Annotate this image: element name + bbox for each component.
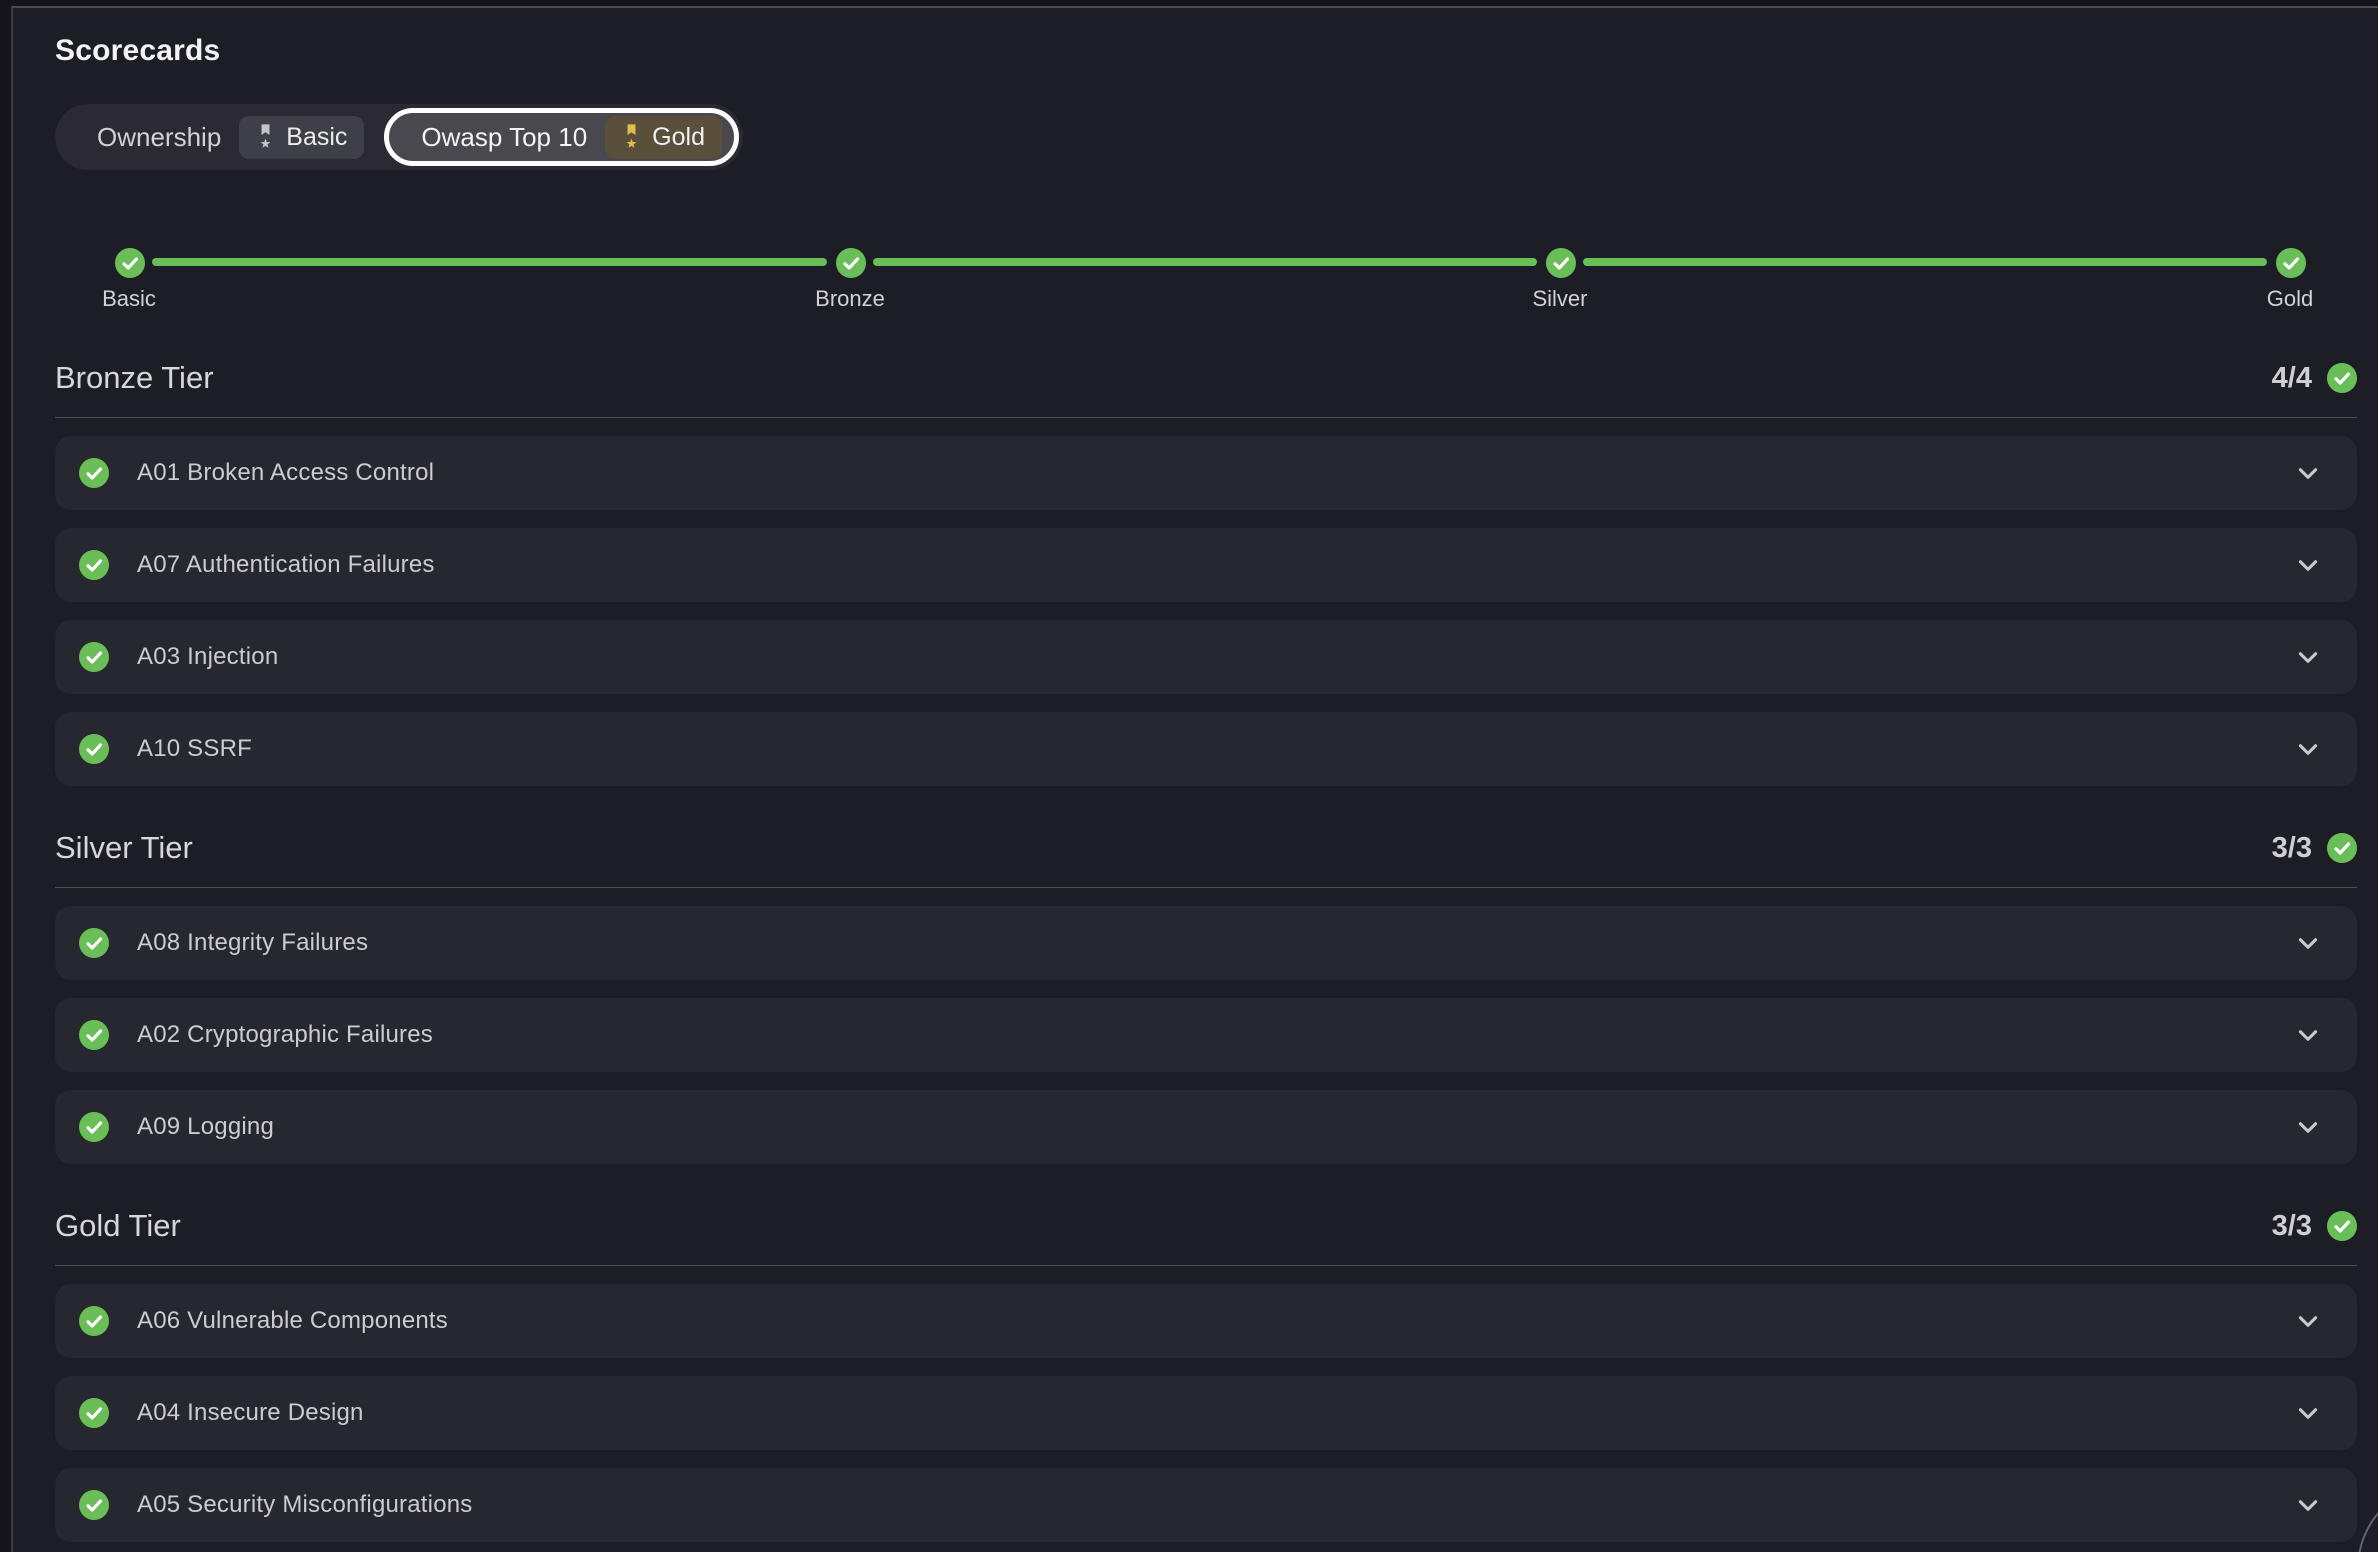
- progress-segment: [873, 258, 1537, 266]
- milestone-bronze-check-icon: [836, 248, 866, 278]
- check-circle-icon: [79, 642, 109, 672]
- section-divider: [55, 1265, 2357, 1266]
- tier-section-header: Bronze Tier 4/4: [55, 360, 2357, 396]
- tier-title: Silver Tier: [55, 830, 193, 865]
- check-circle-icon: [2327, 833, 2357, 863]
- tab-ownership-tier-label: Basic: [286, 122, 348, 151]
- tier-title: Gold Tier: [55, 1208, 181, 1243]
- tier-title: Bronze Tier: [55, 360, 214, 395]
- rule-label: A06 Vulnerable Components: [137, 1307, 448, 1334]
- milestone-label: Bronze: [815, 286, 885, 311]
- scorecard-rule-row[interactable]: A10 SSRF: [55, 712, 2357, 786]
- tier-count: 4/4: [2271, 361, 2312, 394]
- rule-label: A03 Injection: [137, 643, 279, 670]
- progress-segment: [1583, 258, 2267, 266]
- check-circle-icon: [79, 1112, 109, 1142]
- check-circle-icon: [79, 734, 109, 764]
- milestone-gold-check-icon: [2276, 248, 2306, 278]
- scorecard-tabbar: Ownership Basic Owasp Top 10 Gold: [55, 104, 743, 170]
- tier-section: Bronze Tier 4/4 A01 Broken Access Contro…: [55, 360, 2357, 786]
- milestone-label: Basic: [102, 286, 156, 311]
- check-circle-icon: [2327, 363, 2357, 393]
- tier-section-header: Silver Tier 3/3: [55, 830, 2357, 866]
- tab-ownership[interactable]: Ownership Basic: [55, 115, 384, 159]
- chevron-down-icon[interactable]: [2295, 1022, 2321, 1048]
- milestone-silver-check-icon: [1546, 248, 1576, 278]
- scorecard-rule-row[interactable]: A06 Vulnerable Components: [55, 1284, 2357, 1358]
- check-circle-icon: [79, 550, 109, 580]
- scorecard-rule-row[interactable]: A05 Security Misconfigurations: [55, 1468, 2357, 1542]
- tier-rows: A08 Integrity Failures A02 Cryptographic…: [55, 906, 2357, 1164]
- tab-owasp-label: Owasp Top 10: [421, 121, 588, 152]
- medal-icon: [622, 123, 641, 151]
- rule-label: A07 Authentication Failures: [137, 551, 435, 578]
- progress-segment: [152, 258, 827, 266]
- check-circle-icon: [79, 1490, 109, 1520]
- rule-label: A08 Integrity Failures: [137, 929, 369, 956]
- tier-count-badge: 3/3: [2272, 832, 2357, 865]
- tab-owasp-tier-badge: Gold: [605, 115, 722, 159]
- rule-label: A05 Security Misconfigurations: [137, 1491, 473, 1518]
- section-divider: [55, 887, 2357, 888]
- section-divider: [55, 417, 2357, 418]
- chevron-down-icon[interactable]: [2295, 930, 2321, 956]
- rule-label: A04 Insecure Design: [137, 1399, 364, 1426]
- milestone-basic-check-icon: [115, 248, 145, 278]
- chevron-down-icon[interactable]: [2295, 644, 2321, 670]
- scorecard-rule-row[interactable]: A08 Integrity Failures: [55, 906, 2357, 980]
- rule-label: A10 SSRF: [137, 735, 252, 762]
- tier-section-header: Gold Tier 3/3: [55, 1208, 2357, 1244]
- tier-section: Silver Tier 3/3 A08 Integrity Failures A…: [55, 830, 2357, 1164]
- check-circle-icon: [79, 1306, 109, 1336]
- chevron-down-icon[interactable]: [2295, 1492, 2321, 1518]
- rule-label: A01 Broken Access Control: [137, 459, 435, 486]
- tier-rows: A06 Vulnerable Components A04 Insecure D…: [55, 1284, 2357, 1542]
- scorecards-panel: Scorecards Ownership Basic Owasp Top 10 …: [11, 6, 2378, 1552]
- check-circle-icon: [79, 458, 109, 488]
- tier-count: 3/3: [2271, 1209, 2312, 1242]
- chevron-down-icon[interactable]: [2295, 460, 2321, 486]
- check-circle-icon: [836, 248, 866, 278]
- tab-ownership-tier-badge: Basic: [239, 115, 365, 159]
- scorecard-rule-row[interactable]: A01 Broken Access Control: [55, 436, 2357, 510]
- check-circle-icon: [79, 928, 109, 958]
- check-circle-icon: [2276, 248, 2306, 278]
- tier-count: 3/3: [2271, 831, 2312, 864]
- check-circle-icon: [79, 1020, 109, 1050]
- check-circle-icon: [2327, 1211, 2357, 1241]
- tab-owasp-tier-label: Gold: [652, 122, 705, 151]
- chevron-down-icon[interactable]: [2295, 1400, 2321, 1426]
- tier-count-badge: 4/4: [2272, 362, 2357, 395]
- scorecard-rule-row[interactable]: A09 Logging: [55, 1090, 2357, 1164]
- scorecard-rule-row[interactable]: A07 Authentication Failures: [55, 528, 2357, 602]
- tier-count-badge: 3/3: [2272, 1210, 2357, 1243]
- scorecard-rule-row[interactable]: A04 Insecure Design: [55, 1376, 2357, 1450]
- page-title: Scorecards: [55, 34, 221, 67]
- check-circle-icon: [115, 248, 145, 278]
- tab-owasp-top-10[interactable]: Owasp Top 10 Gold: [384, 108, 739, 166]
- medal-icon: [256, 123, 275, 151]
- rule-label: A09 Logging: [137, 1113, 274, 1140]
- rule-label: A02 Cryptographic Failures: [137, 1021, 434, 1048]
- tier-rows: A01 Broken Access Control A07 Authentica…: [55, 436, 2357, 786]
- tier-progress-timeline: Basic Bronze Silver Gold: [55, 246, 2357, 316]
- milestone-label: Silver: [1532, 286, 1588, 311]
- chevron-down-icon[interactable]: [2295, 1114, 2321, 1140]
- tab-ownership-label: Ownership: [97, 121, 222, 152]
- check-circle-icon: [79, 1398, 109, 1428]
- scorecard-rule-row[interactable]: A03 Injection: [55, 620, 2357, 694]
- milestone-label: Gold: [2266, 286, 2314, 311]
- scorecard-rule-row[interactable]: A02 Cryptographic Failures: [55, 998, 2357, 1072]
- chevron-down-icon[interactable]: [2295, 552, 2321, 578]
- check-circle-icon: [1546, 248, 1576, 278]
- chevron-down-icon[interactable]: [2295, 1308, 2321, 1334]
- chevron-down-icon[interactable]: [2295, 736, 2321, 762]
- tier-sections: Bronze Tier 4/4 A01 Broken Access Contro…: [55, 360, 2357, 1542]
- tier-section: Gold Tier 3/3 A06 Vulnerable Components …: [55, 1208, 2357, 1542]
